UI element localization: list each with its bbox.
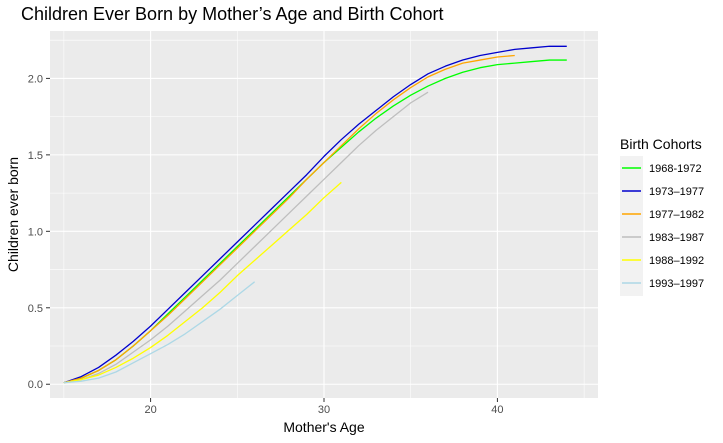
legend-title: Birth Cohorts <box>620 136 702 152</box>
x-axis-label: Mother's Age <box>283 419 364 435</box>
series-line <box>63 45 567 384</box>
y-tick-label: 2.0 <box>28 73 43 85</box>
legend-label: 1977–1982 <box>649 209 704 221</box>
series-lines <box>63 45 567 384</box>
x-tick-label: 20 <box>144 404 156 416</box>
legend-label: 1988–1992 <box>649 255 704 267</box>
y-tick-label: 1.5 <box>28 150 43 162</box>
legend-label: 1973–1977 <box>649 186 704 198</box>
y-tick-label: 0.0 <box>28 379 43 391</box>
x-tick-label: 30 <box>318 404 330 416</box>
legend-label: 1993–1997 <box>649 278 704 290</box>
y-tick-label: 1.0 <box>28 226 43 238</box>
legend-label: 1968-1972 <box>649 163 702 175</box>
series-line <box>63 281 256 384</box>
series-line <box>63 181 342 384</box>
legend: Birth Cohorts 1968-1972 1973–1977 1977–198… <box>620 136 704 296</box>
y-axis-ticks: 0.0 0.5 1.0 1.5 2.0 <box>28 73 50 391</box>
legend-key-background <box>620 156 643 296</box>
x-axis-ticks: 20 30 40 <box>144 398 504 416</box>
major-gridlines <box>50 31 598 398</box>
x-tick-label: 40 <box>491 404 503 416</box>
chart-title: Children Ever Born by Mother’s Age and B… <box>21 4 444 24</box>
y-tick-label: 0.5 <box>28 303 43 315</box>
series-line <box>63 91 429 384</box>
legend-label: 1983–1987 <box>649 232 704 244</box>
y-axis-label: Children ever born <box>5 157 21 272</box>
series-line <box>63 54 515 384</box>
